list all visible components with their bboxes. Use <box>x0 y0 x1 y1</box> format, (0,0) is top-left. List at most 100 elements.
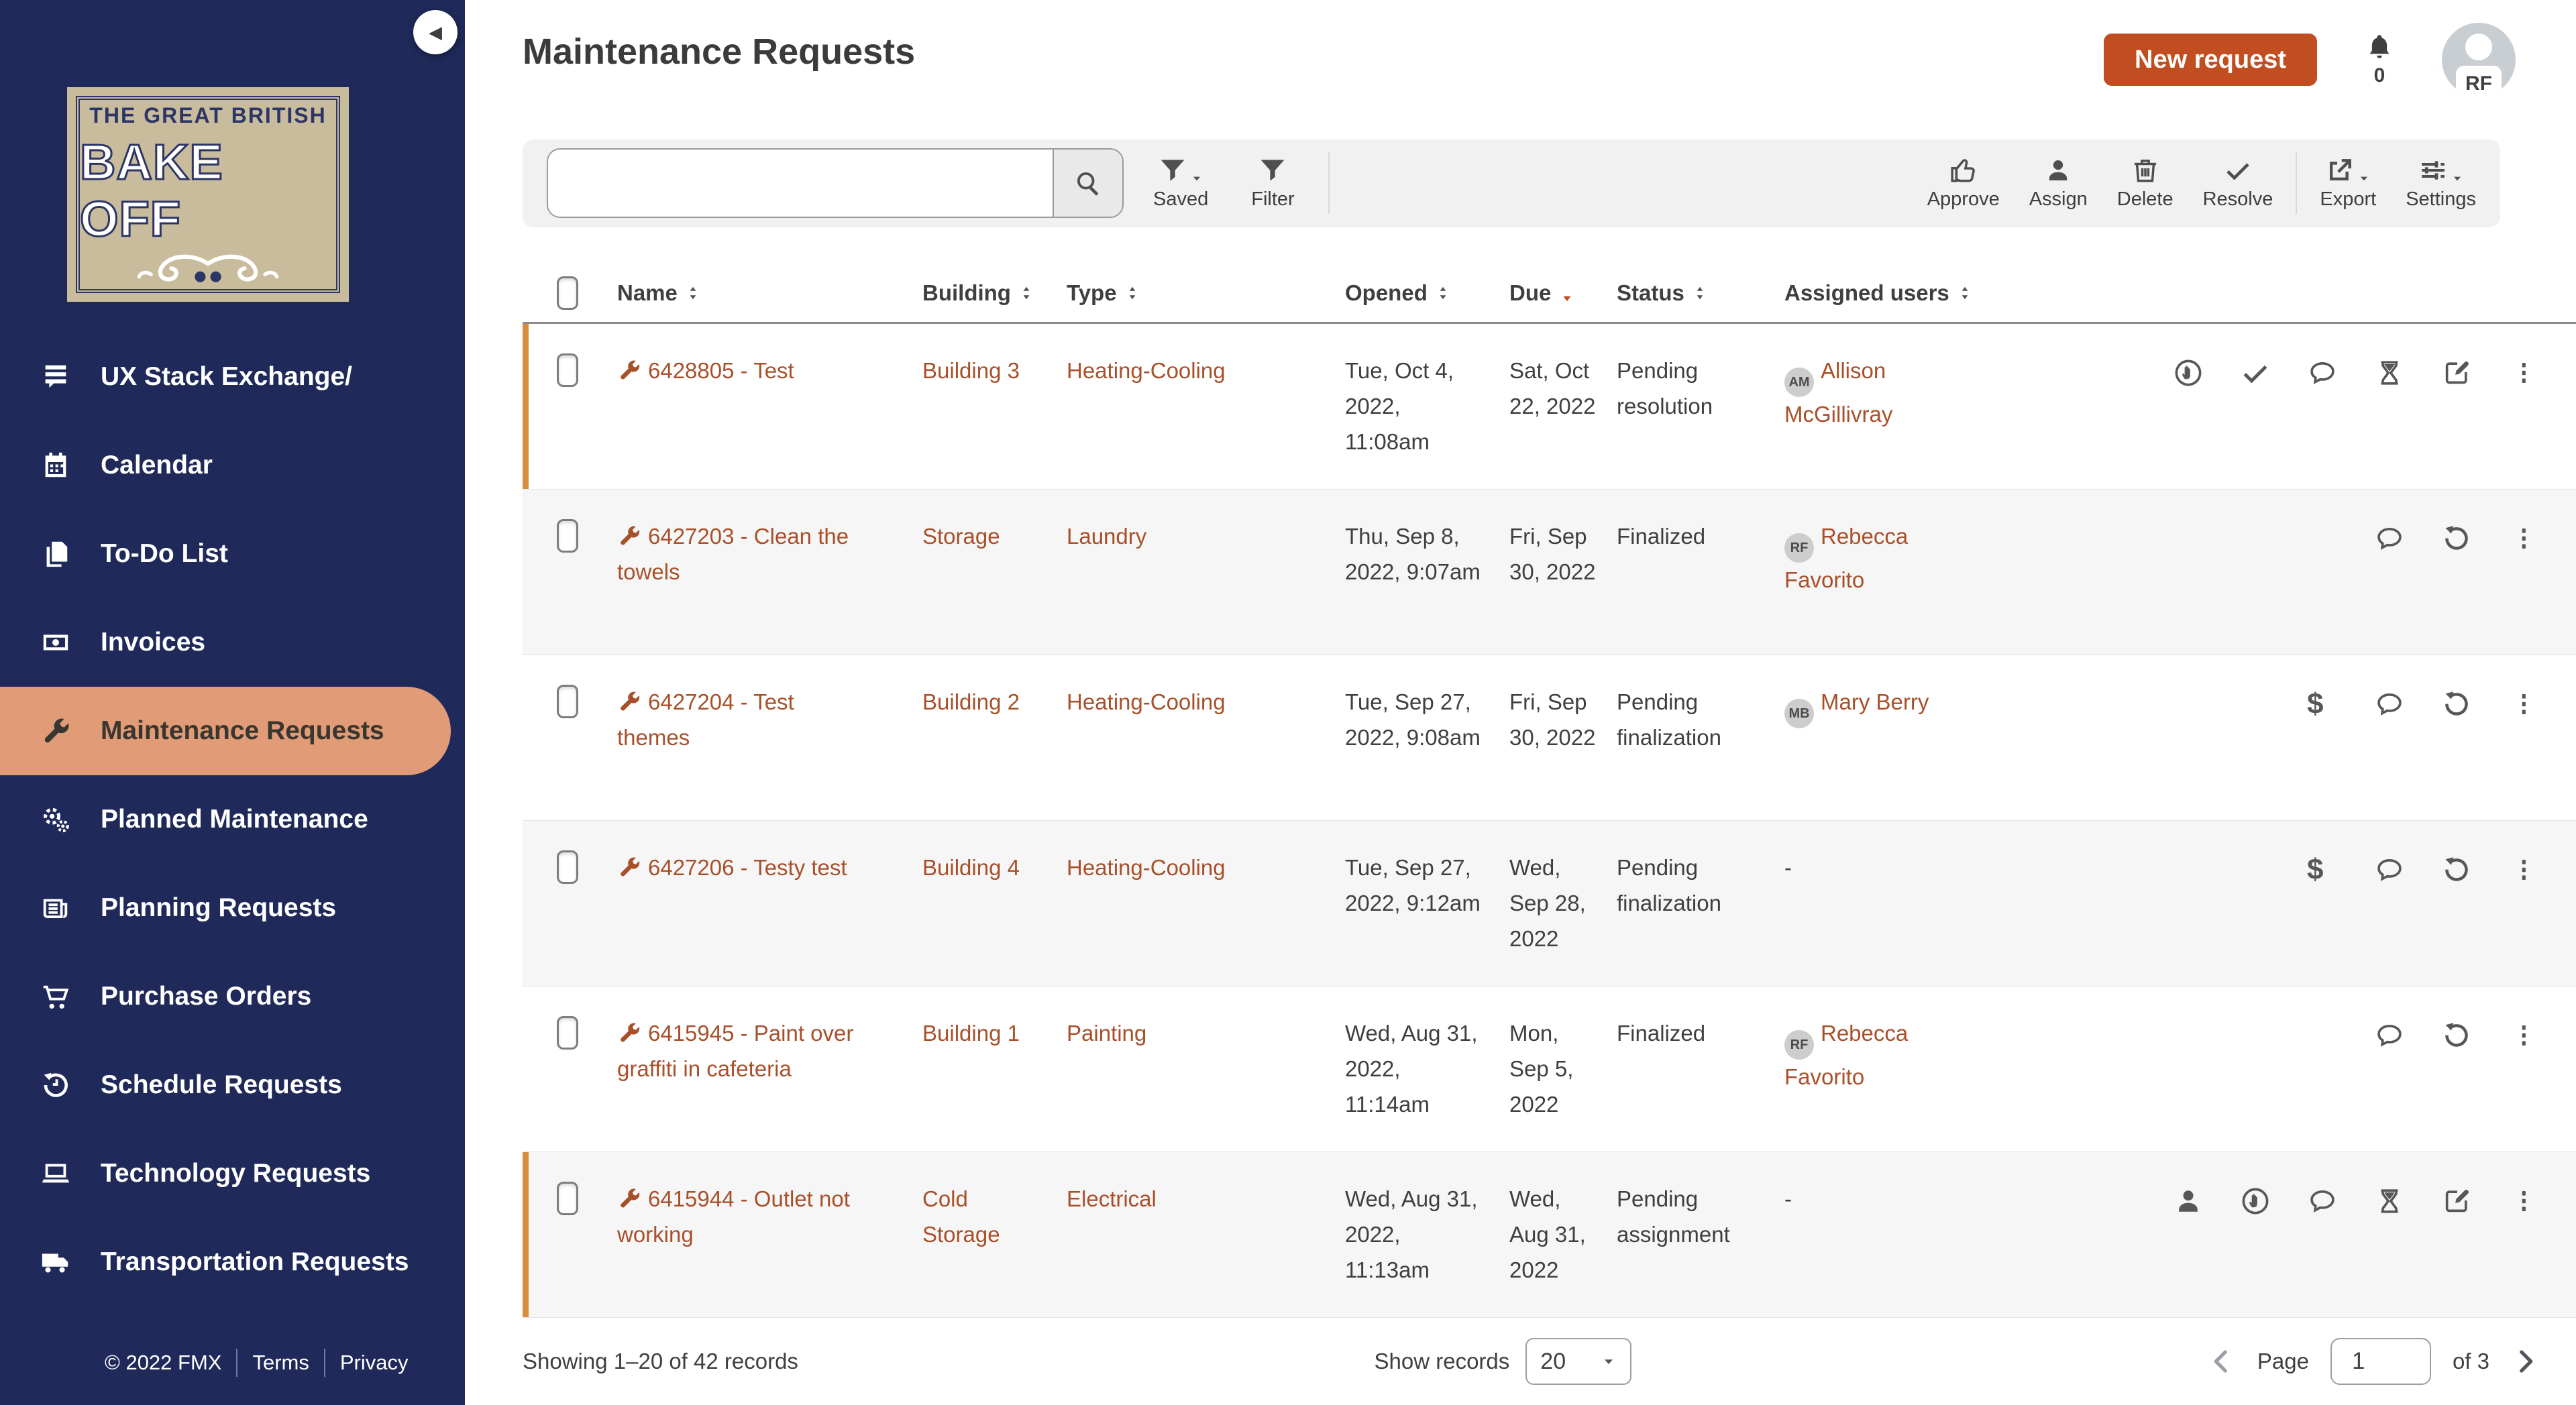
row-checkbox[interactable] <box>557 685 578 719</box>
sidebar-item-schedule-requests[interactable]: Schedule Requests <box>0 1041 465 1129</box>
sidebar-item-purchase-orders[interactable]: Purchase Orders <box>0 952 465 1041</box>
row-checkbox[interactable] <box>557 850 578 885</box>
sidebar-item-invoices[interactable]: Invoices <box>0 598 465 687</box>
column-header-building[interactable]: Building <box>922 280 1067 306</box>
assigned-cell: AM Allison McGillivray <box>1784 353 1952 433</box>
dollar-icon[interactable]: $ <box>2307 853 2324 887</box>
privacy-link[interactable]: Privacy <box>339 1351 409 1374</box>
hand-circle-icon[interactable] <box>2173 357 2204 388</box>
type-link[interactable]: Electrical <box>1067 1186 1157 1212</box>
type-link[interactable]: Heating-Cooling <box>1067 358 1226 384</box>
speech-bubble-icon[interactable] <box>2374 689 2405 720</box>
undo-arrow-icon[interactable] <box>2441 689 2472 720</box>
kebab-menu-icon[interactable] <box>2508 1186 2539 1217</box>
assigned-user-link[interactable]: Rebecca Favorito <box>1784 524 1909 593</box>
avatar[interactable]: RF <box>2442 23 2516 97</box>
sidebar-item-planned-maintenance[interactable]: Planned Maintenance <box>0 775 465 864</box>
speech-bubble-icon[interactable] <box>2307 1186 2338 1217</box>
delete-button[interactable]: Delete <box>2117 156 2174 211</box>
table-row: 6427204 - Test themes Building 2 Heating-C… <box>523 655 2576 822</box>
hourglass-icon[interactable] <box>2374 1186 2405 1217</box>
type-link[interactable]: Laundry <box>1067 524 1147 549</box>
approve-button[interactable]: Approve <box>1927 156 2000 211</box>
saved-filters-button[interactable]: Saved <box>1153 156 1208 211</box>
edit-pencil-icon[interactable] <box>2441 357 2472 388</box>
assigned-user-link[interactable]: Mary Berry <box>1821 689 1929 715</box>
building-link[interactable]: Building 2 <box>922 689 1020 715</box>
type-link[interactable]: Heating-Cooling <box>1067 855 1226 881</box>
export-menu-button[interactable]: Export <box>2320 156 2376 211</box>
sidebar-item-maintenance-requests[interactable]: Maintenance Requests <box>0 687 451 775</box>
terms-link[interactable]: Terms <box>252 1351 309 1374</box>
request-link[interactable]: 6427204 - Test themes <box>617 689 794 750</box>
undo-arrow-icon[interactable] <box>2441 1020 2472 1051</box>
dollar-icon[interactable]: $ <box>2307 687 2324 721</box>
column-header-opened[interactable]: Opened <box>1345 280 1509 306</box>
sliders-icon <box>2418 156 2448 185</box>
request-link[interactable]: 6427203 - Clean the towels <box>617 524 849 585</box>
assigned-user-link[interactable]: Rebecca Favorito <box>1784 1021 1909 1090</box>
sidebar-item-technology-requests[interactable]: Technology Requests <box>0 1129 465 1218</box>
page-number-input[interactable] <box>2330 1338 2431 1386</box>
request-link[interactable]: 6415945 - Paint over graffiti in cafeter… <box>617 1021 854 1082</box>
speech-bubble-icon[interactable] <box>2374 1020 2405 1051</box>
column-header-due[interactable]: Due <box>1509 280 1617 306</box>
column-header-name[interactable]: Name <box>617 280 922 306</box>
undo-arrow-icon[interactable] <box>2441 523 2472 554</box>
speech-bubble-icon[interactable] <box>2374 523 2405 554</box>
person-icon[interactable] <box>2173 1186 2204 1217</box>
speech-bubble-icon[interactable] <box>2307 357 2338 388</box>
request-link[interactable]: 6428805 - Test <box>648 358 794 384</box>
sidebar-item-transportation-requests[interactable]: Transportation Requests <box>0 1218 465 1306</box>
column-header-status[interactable]: Status <box>1617 280 1784 306</box>
row-checkbox[interactable] <box>557 353 578 388</box>
notifications-button[interactable]: 0 <box>2364 32 2395 87</box>
sidebar-item-calendar[interactable]: Calendar <box>0 421 465 510</box>
kebab-menu-icon[interactable] <box>2508 523 2539 554</box>
hourglass-icon[interactable] <box>2374 357 2405 388</box>
check-icon[interactable] <box>2240 357 2271 388</box>
settings-menu-button[interactable]: Settings <box>2406 156 2476 211</box>
sidebar-collapse-button[interactable]: ◀ <box>413 10 458 54</box>
row-checkbox[interactable] <box>557 1016 578 1050</box>
table-header-row: Name Building Type Opened Due Status Assigned … <box>523 264 2576 325</box>
footer-divider <box>323 1349 325 1377</box>
search-input[interactable] <box>548 150 1053 217</box>
resolve-button[interactable]: Resolve <box>2203 156 2273 211</box>
building-link[interactable]: Building 1 <box>922 1021 1020 1046</box>
search-button[interactable] <box>1053 150 1122 217</box>
next-page-button[interactable] <box>2511 1347 2539 1375</box>
page-size-select[interactable]: 20 <box>1525 1338 1632 1386</box>
sidebar-item-planning-requests[interactable]: Planning Requests <box>0 864 465 952</box>
select-all-checkbox[interactable] <box>557 276 578 310</box>
type-link[interactable]: Heating-Cooling <box>1067 689 1226 715</box>
assign-button[interactable]: Assign <box>2029 156 2088 211</box>
column-header-assigned-users[interactable]: Assigned users <box>1784 280 1968 306</box>
kebab-menu-icon[interactable] <box>2508 689 2539 720</box>
request-link[interactable]: 6415944 - Outlet not working <box>617 1186 850 1247</box>
row-checkbox[interactable] <box>557 519 578 553</box>
hand-circle-icon[interactable] <box>2240 1186 2271 1217</box>
column-header-type[interactable]: Type <box>1067 280 1345 306</box>
kebab-menu-icon[interactable] <box>2508 854 2539 885</box>
building-link[interactable]: Building 4 <box>922 855 1020 881</box>
undo-arrow-icon[interactable] <box>2441 854 2472 885</box>
sidebar-item-to-do-list[interactable]: To-Do List <box>0 510 465 598</box>
assigned-user-link[interactable]: Allison McGillivray <box>1784 358 1893 427</box>
building-link[interactable]: Cold Storage <box>922 1186 1000 1247</box>
type-link[interactable]: Painting <box>1067 1021 1147 1046</box>
kebab-menu-icon[interactable] <box>2508 357 2539 388</box>
edit-pencil-icon[interactable] <box>2441 1186 2472 1217</box>
sidebar-item-ux-stack-exchange[interactable]: UX Stack Exchange/ <box>0 333 465 421</box>
request-link[interactable]: 6427206 - Testy test <box>648 855 847 881</box>
filter-button[interactable]: Filter <box>1251 156 1295 211</box>
building-link[interactable]: Building 3 <box>922 358 1020 384</box>
wrench-icon <box>617 358 641 382</box>
prev-page-button[interactable] <box>2208 1347 2236 1375</box>
speech-bubble-icon[interactable] <box>2374 854 2405 885</box>
kebab-menu-icon[interactable] <box>2508 1020 2539 1051</box>
row-checkbox[interactable] <box>557 1182 578 1216</box>
new-request-button[interactable]: New request <box>2104 34 2317 86</box>
wrench-icon <box>617 524 641 548</box>
building-link[interactable]: Storage <box>922 524 1000 549</box>
